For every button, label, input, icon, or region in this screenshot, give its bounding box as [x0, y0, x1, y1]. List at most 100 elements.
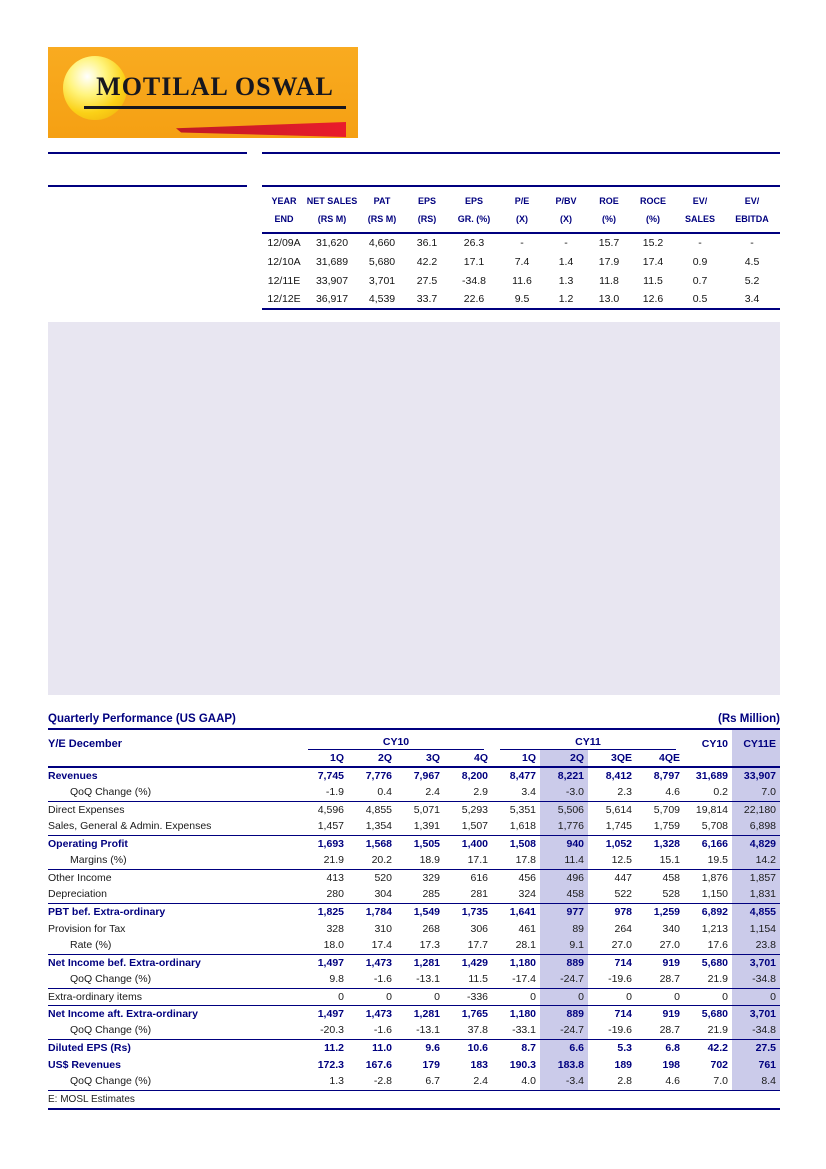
value-cell: -336: [444, 987, 493, 1005]
value-cell: -34.8: [732, 971, 781, 988]
table-cell: 1.4: [558, 255, 574, 268]
value-cell: 7,776: [365, 770, 392, 782]
summary-header-line: P/E: [514, 196, 530, 206]
value-cell: 458: [636, 868, 685, 886]
value-cell: 28.1: [515, 939, 537, 952]
value-cell: 27.0: [611, 939, 633, 952]
value-cell: 27.5: [732, 1038, 781, 1056]
value-cell: 1,052: [588, 834, 637, 852]
table-cell: 26.3: [463, 237, 485, 250]
row-label: QoQ Change (%): [70, 1024, 152, 1037]
summary-row: 12/10A 31,689 5,680 42.2 17.1 7.4 1.4 17.9 17.4 0…: [262, 252, 780, 271]
value-cell: 458: [540, 886, 589, 903]
value-cell: 4.6: [665, 786, 681, 799]
value-cell: 4,855: [732, 902, 781, 920]
value-cell: 447: [588, 868, 637, 886]
quarterly-row: QoQ Change (%) -1.9 0.4 2.4 2.9 3.4 -3.0 2.3 4.6…: [48, 784, 781, 801]
table-cell: 22.6: [448, 290, 500, 311]
swoosh-icon: [176, 122, 346, 137]
value-cell: 21.9: [707, 1024, 729, 1037]
value-cell: -2.8: [373, 1075, 392, 1088]
table-cell: 31,689: [315, 255, 349, 268]
table-cell: 1.3: [558, 274, 574, 287]
value-cell: 1,180: [492, 953, 541, 971]
value-cell: 616: [444, 868, 493, 886]
value-cell: 329: [396, 868, 444, 886]
value-cell: 27.0: [659, 939, 681, 952]
summary-header-line: SALES: [684, 213, 715, 224]
value-cell: 528: [662, 888, 681, 901]
value-cell: 4.6: [665, 1075, 681, 1088]
value-cell: 522: [614, 888, 633, 901]
summary-header-line: (X): [516, 213, 528, 224]
value-cell: 0: [348, 987, 396, 1005]
quarterly-row: Operating Profit 1,693 1,568 1,505 1,400 1,50…: [48, 834, 781, 852]
value-cell: 1,857: [732, 868, 781, 886]
summary-header-cell: P/BV (X): [544, 187, 588, 235]
summary-header-line: ROCE: [639, 196, 666, 206]
value-cell: 761: [732, 1056, 781, 1073]
value-cell: 1,429: [444, 953, 493, 971]
value-cell: -3.4: [540, 1073, 589, 1090]
table-cell: 3,701: [368, 274, 396, 287]
value-cell: 919: [636, 953, 685, 971]
value-cell: 306: [470, 922, 489, 935]
value-cell: 1,473: [348, 953, 396, 971]
sun-icon: [63, 56, 127, 120]
value-cell: 1,776: [540, 818, 589, 835]
cy10-group-header: CY10: [300, 730, 492, 750]
value-cell: 1,473: [348, 1004, 396, 1022]
table-cell: 1.2: [544, 290, 588, 311]
table-cell: 11.8: [599, 274, 619, 287]
value-cell: -19.6: [608, 973, 633, 986]
quarterly-table: Y/E December CY10 CY11 CY10 CY11E 1Q 2Q 3Q…: [48, 730, 781, 1110]
value-cell: 11.2: [300, 1038, 348, 1056]
value-cell: 9.8: [329, 973, 344, 986]
value-cell: 7,745: [317, 770, 344, 782]
row-label: Rate (%): [70, 939, 112, 952]
value-cell: 4.0: [521, 1075, 537, 1088]
row-label: QoQ Change (%): [70, 1075, 152, 1088]
summary-header-line: GR. (%): [457, 213, 491, 224]
value-cell: -24.7: [540, 1022, 589, 1039]
table-cell: 9.5: [500, 290, 544, 311]
quarter-header-cell: 1Q: [300, 750, 348, 768]
value-cell: 1,831: [732, 886, 781, 903]
value-cell: 8.4: [732, 1073, 781, 1090]
value-cell: 3,701: [732, 953, 781, 971]
value-cell: 89: [540, 920, 589, 937]
table-cell: 4,539: [358, 290, 406, 311]
table-cell: 7.4: [514, 255, 530, 268]
quarterly-row: Extra-ordinary items 0 0 0 -336 0 0 0 0 0 0: [48, 987, 781, 1005]
summary-header-line: P/BV: [555, 196, 577, 206]
quarterly-row: PBT bef. Extra-ordinary 1,825 1,784 1,549 1,…: [48, 902, 781, 920]
value-cell: 1,180: [492, 1004, 541, 1022]
value-cell: 1,150: [701, 888, 729, 901]
table-cell: 4,660: [368, 237, 396, 250]
table-cell: -: [698, 237, 702, 250]
quarter-header-cell: 3Q: [396, 750, 444, 768]
value-cell: 190.3: [509, 1058, 537, 1071]
value-cell: 1,497: [300, 953, 348, 971]
value-cell: 281: [470, 888, 489, 901]
value-cell: 0: [396, 987, 444, 1005]
table-cell: -: [750, 237, 754, 250]
value-cell: 6,892: [684, 902, 733, 920]
value-cell: 3,701: [732, 1004, 781, 1022]
value-cell: -1.9: [325, 786, 344, 799]
quarterly-row: Sales, General & Admin. Expenses 1,457 1,3…: [48, 818, 781, 835]
summary-header-cell: YEAR END: [262, 187, 306, 235]
value-cell: 20.2: [371, 854, 392, 867]
value-cell: 11.4: [540, 852, 589, 869]
value-cell: 1,354: [365, 820, 392, 833]
summary-header-line: (RS): [417, 213, 437, 224]
quarter-header-spacer: [48, 750, 300, 768]
value-cell: 7.0: [713, 1075, 729, 1088]
value-cell: 1,765: [444, 1004, 493, 1022]
quarterly-row: Other Income 413 520 329 616 456 496 447 458 1,87…: [48, 868, 781, 886]
table-cell: 0.5: [676, 290, 724, 311]
table-cell: 5,680: [368, 255, 396, 268]
value-cell: 8,221: [540, 767, 589, 784]
summary-header-cell: NET SALES (RS M): [306, 187, 358, 235]
row-label: QoQ Change (%): [70, 973, 152, 986]
